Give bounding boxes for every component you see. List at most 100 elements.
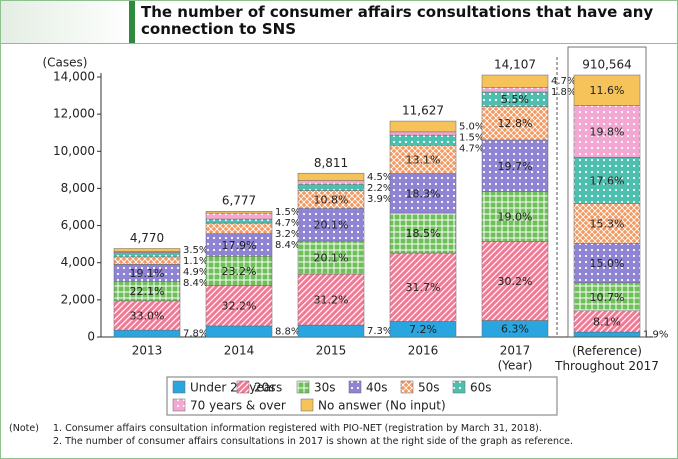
data-label: 12.8% — [498, 117, 533, 130]
data-label: 32.2% — [222, 300, 257, 313]
legend-swatch — [236, 380, 250, 394]
data-label: 7.8% — [183, 329, 208, 340]
data-label: 4.9% — [183, 267, 208, 278]
data-label: 1.5% — [459, 132, 484, 143]
bar-segment — [389, 173, 457, 214]
note: 1. Consumer affairs consultation informa… — [53, 423, 542, 434]
data-label: 4.7% — [459, 143, 484, 154]
y-tick-label: 12,000 — [53, 107, 95, 121]
notes: (Note) 1. Consumer affairs consultation … — [9, 422, 573, 447]
legend-label: 20s — [254, 381, 276, 395]
y-axis-label: (Cases) — [43, 56, 88, 70]
data-label: 23.2% — [222, 265, 257, 278]
data-label: 31.2% — [314, 294, 349, 307]
bar-segment — [573, 331, 641, 338]
header: The number of consumer affairs consultat… — [1, 1, 677, 44]
data-label: 10.8% — [314, 193, 349, 206]
data-label: 17.6% — [590, 174, 625, 187]
bar-segment — [297, 207, 365, 242]
total-label: 4,770 — [130, 231, 164, 245]
bar-segment — [573, 74, 641, 106]
bar-segment — [113, 252, 181, 258]
reference-box — [567, 46, 647, 338]
data-label: 8.4% — [183, 278, 208, 289]
data-label: 31.7% — [406, 281, 441, 294]
legend-swatch — [296, 380, 310, 394]
data-label: 10.7% — [590, 291, 625, 304]
legend-swatch — [400, 380, 414, 394]
data-label: 11.6% — [590, 84, 625, 97]
data-label: 30.2% — [498, 275, 533, 288]
bar-segment — [297, 273, 365, 326]
data-label: 4.5% — [367, 172, 392, 183]
data-label: 18.3% — [406, 187, 441, 200]
bar-segment — [481, 191, 549, 242]
data-label: 19.1% — [130, 267, 165, 280]
x-tick-label: 2016 — [408, 344, 439, 358]
data-label: 17.9% — [222, 239, 257, 252]
chart: (Cases) 0 2,000 4,000 6,000 8,000 10,000 12,000… — [43, 46, 668, 416]
bar-segment — [297, 180, 365, 185]
bar-segment — [113, 329, 181, 338]
bar-segment — [573, 157, 641, 204]
bar-segment — [205, 222, 273, 234]
y-tick-label: 2,000 — [61, 292, 95, 306]
bar-segment — [205, 212, 273, 220]
x-tick-label: 2014 — [224, 344, 255, 358]
legend-box — [166, 376, 558, 416]
bar-segment — [389, 131, 457, 136]
total-label: 8,811 — [314, 156, 348, 170]
bar-segment — [481, 87, 549, 93]
bar-segment — [481, 241, 549, 321]
bar-segment — [297, 172, 365, 181]
note-label: (Note) — [9, 423, 39, 434]
y-tick-label: 10,000 — [53, 144, 95, 158]
legend-label: No answer (No input) — [318, 399, 446, 413]
x-tick-label: 2013 — [132, 344, 163, 358]
bar-segment — [389, 120, 457, 133]
bar-segment — [205, 325, 273, 338]
legend-label: Under 20 years — [190, 381, 282, 395]
data-label: 19.8% — [590, 125, 625, 138]
legend-swatch — [300, 398, 314, 412]
data-label: 8.1% — [593, 315, 621, 328]
data-label: 13.1% — [406, 153, 441, 166]
bar-segment — [205, 218, 273, 224]
y-tick-label: 14,000 — [53, 70, 95, 84]
bar-segment — [297, 240, 365, 275]
data-label: 15.0% — [590, 257, 625, 270]
total-label: 11,627 — [402, 104, 444, 118]
data-label: 22.1% — [130, 285, 165, 298]
data-label: 18.5% — [406, 227, 441, 240]
bar-segment — [573, 243, 641, 284]
data-label: 2.2% — [367, 183, 392, 194]
data-label: 3.2% — [275, 229, 300, 240]
data-label: 7.3% — [367, 326, 392, 337]
bar-segment — [113, 300, 181, 331]
bar-segment — [389, 252, 457, 322]
legend-swatch — [172, 398, 186, 412]
y-tick-label: 8,000 — [61, 181, 95, 195]
bar-segment — [113, 248, 181, 252]
data-label: 20.1% — [314, 252, 349, 265]
bar-segment — [297, 183, 365, 191]
bar-segment — [573, 105, 641, 158]
total-label: 6,777 — [222, 194, 256, 208]
bar-segment — [113, 256, 181, 265]
legend-label: 50s — [418, 381, 440, 395]
x-tick-label: (Reference) Throughout 2017 — [554, 344, 659, 373]
legend-swatch — [348, 380, 362, 394]
x-axis-label: (Year) — [498, 359, 533, 373]
bar-segment — [205, 211, 273, 214]
bar-segment — [389, 134, 457, 146]
data-label: 1.1% — [183, 256, 208, 267]
data-label: 20.1% — [314, 219, 349, 232]
data-label: 33.0% — [130, 309, 165, 322]
legend-label: 60s — [470, 381, 492, 395]
legend-label: 70 years & over — [190, 399, 286, 413]
data-label: 5.0% — [459, 121, 484, 132]
data-label: 19.0% — [498, 210, 533, 223]
x-tick-label: 2017 — [500, 344, 531, 358]
chart-title: The number of consumer affairs consultat… — [141, 3, 654, 38]
